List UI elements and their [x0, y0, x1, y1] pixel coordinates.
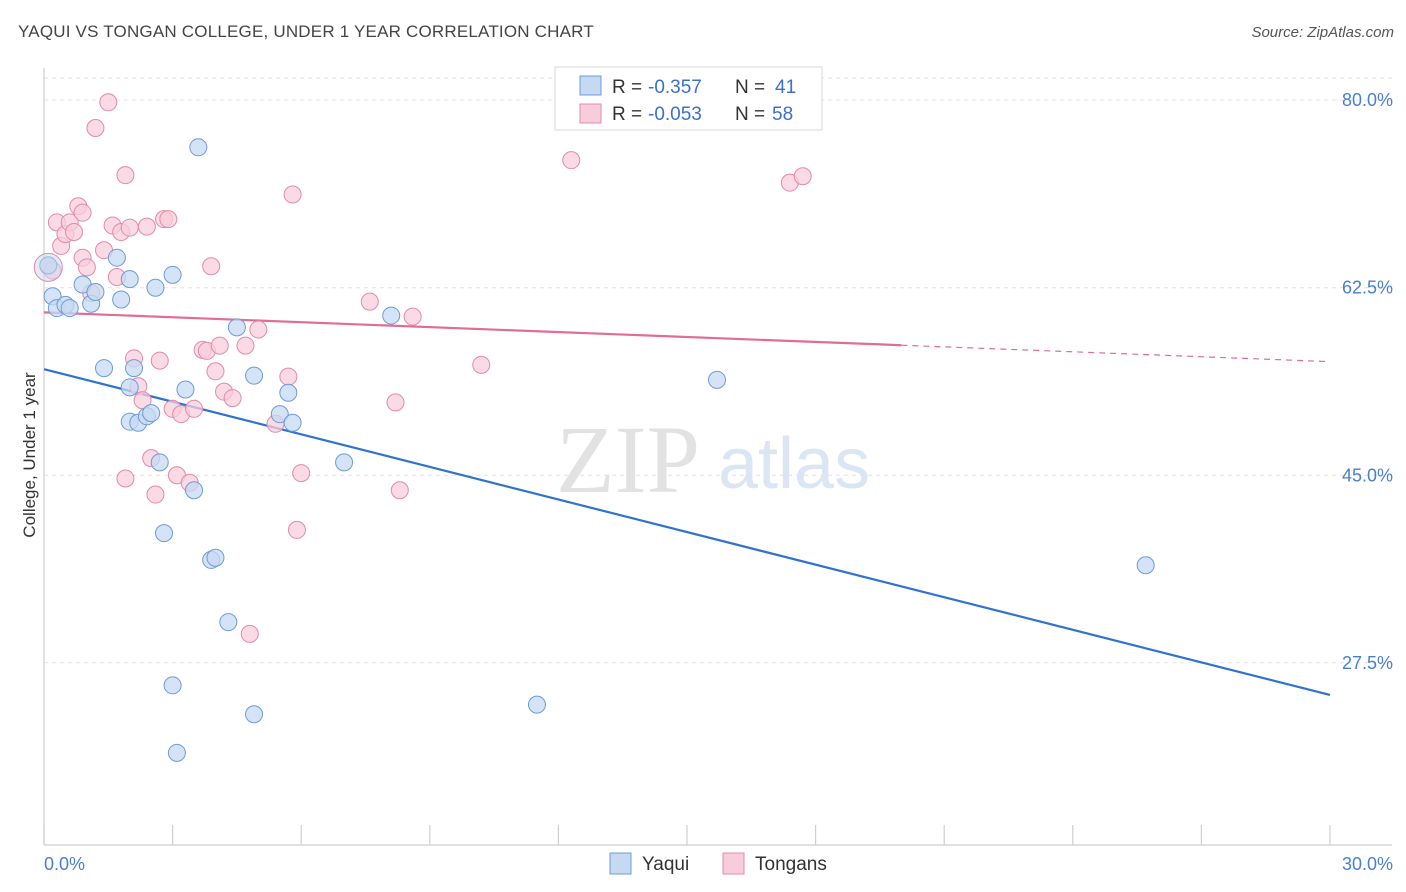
tongan-point — [249, 320, 268, 339]
grid-lines — [44, 77, 1392, 664]
y-tick-label: 80.0% — [1342, 90, 1393, 110]
legend-tongan-r-label: R = — [612, 104, 642, 125]
tongan-point — [390, 481, 409, 500]
yaqui-point — [176, 380, 195, 399]
yaqui-point — [107, 248, 126, 267]
yaqui-point — [146, 278, 165, 297]
axes: 80.0% 62.5% 45.0% 27.5% 0.0% 30.0% — [43, 68, 1393, 874]
top-legend: R = -0.357 N = 41 R = -0.053 N = 58 — [554, 66, 823, 131]
yaqui-point — [189, 138, 208, 157]
yaqui-point — [1136, 556, 1155, 575]
yaqui-point — [60, 299, 79, 318]
tongan-point — [223, 389, 242, 408]
watermark-zip: ZIP — [556, 406, 700, 513]
tongan-point — [86, 119, 105, 138]
legend-yaqui-n-label: N = — [735, 77, 765, 98]
legend-tongan-n-value: 58 — [772, 104, 793, 125]
tongan-point — [185, 399, 204, 418]
yaqui-point — [125, 359, 144, 378]
yaqui-point — [163, 265, 182, 284]
tongan-point — [386, 393, 405, 412]
tongan-point — [287, 520, 306, 539]
y-axis-label: College, Under 1 year — [20, 372, 39, 538]
bottom-legend-tongan-swatch — [722, 852, 745, 875]
bottom-legend: Yaqui Tongans — [609, 852, 827, 875]
tongans-trend-extension — [901, 344, 1331, 363]
tongan-point — [210, 336, 229, 355]
yaqui-point — [206, 548, 225, 567]
yaqui-point — [112, 290, 131, 309]
yaqui-point — [245, 366, 264, 385]
tongan-point — [202, 257, 221, 276]
tongan-point — [236, 336, 255, 355]
yaqui-point — [86, 282, 105, 301]
x-tick-label: 30.0% — [1342, 854, 1393, 874]
yaqui-point — [167, 743, 186, 762]
yaqui-point — [279, 383, 298, 402]
yaqui-point — [163, 676, 182, 695]
yaqui-point — [142, 404, 161, 423]
tongan-point — [403, 307, 422, 326]
y-tick-label: 62.5% — [1342, 278, 1393, 298]
y-tick-label: 45.0% — [1342, 465, 1393, 485]
watermark: ZIP atlas — [556, 406, 870, 513]
yaqui-point — [95, 359, 114, 378]
yaqui-point — [270, 405, 289, 424]
tongan-point — [292, 464, 311, 483]
yaqui-point — [155, 524, 174, 543]
tongan-point — [240, 624, 259, 643]
yaqui-point — [527, 695, 546, 714]
yaqui-point — [382, 306, 401, 325]
bottom-legend-yaqui-swatch — [609, 852, 632, 875]
yaqui-point — [185, 481, 204, 500]
legend-tongan-n-label: N = — [735, 104, 765, 125]
yaqui-point — [150, 453, 169, 472]
legend-tongan-swatch — [579, 103, 602, 124]
tongan-point — [73, 203, 92, 222]
legend-yaqui-r-label: R = — [612, 77, 642, 98]
tongan-point — [472, 355, 491, 374]
tongan-point — [137, 217, 156, 236]
yaqui-point — [245, 705, 264, 724]
tongan-point — [120, 218, 139, 237]
yaqui-point — [708, 370, 727, 389]
yaqui-point — [120, 378, 139, 397]
tongan-point — [279, 367, 298, 386]
tongan-point — [65, 222, 84, 241]
yaqui-point — [219, 613, 238, 632]
watermark-atlas: atlas — [718, 424, 870, 504]
tongan-point — [562, 151, 581, 170]
tongan-point — [77, 258, 96, 277]
cluster-point — [33, 252, 63, 282]
legend-tongan-r-value: -0.053 — [648, 104, 702, 125]
tongan-point — [150, 351, 169, 370]
tongan-point — [283, 185, 302, 204]
yaqui-point — [335, 453, 354, 472]
tongan-point — [116, 166, 135, 185]
yaqui-trend-line — [43, 368, 1331, 697]
yaqui-point — [283, 413, 302, 432]
source-label: Source: ZipAtlas.com — [1251, 24, 1394, 41]
tongan-point — [99, 93, 118, 112]
data-points — [33, 93, 1155, 762]
tongan-point — [793, 167, 812, 186]
yaqui-point — [227, 318, 246, 337]
y-tick-label: 27.5% — [1342, 653, 1393, 673]
tongan-point — [146, 485, 165, 504]
bottom-legend-yaqui-label: Yaqui — [642, 854, 689, 875]
legend-yaqui-r-value: -0.357 — [648, 77, 702, 98]
legend-yaqui-swatch — [579, 75, 602, 96]
yaqui-point — [120, 270, 139, 289]
tongan-point — [159, 210, 178, 229]
tongan-point — [116, 469, 135, 488]
tongans-trend-line — [43, 311, 902, 347]
trend-lines — [43, 311, 1331, 697]
legend-yaqui-n-value: 41 — [775, 77, 796, 98]
tongan-point — [206, 362, 225, 381]
x-tick-label: 0.0% — [44, 854, 85, 874]
bottom-legend-tongan-label: Tongans — [755, 854, 827, 875]
tongan-point — [360, 292, 379, 311]
chart-title: YAQUI VS TONGAN COLLEGE, UNDER 1 YEAR CO… — [18, 22, 594, 41]
